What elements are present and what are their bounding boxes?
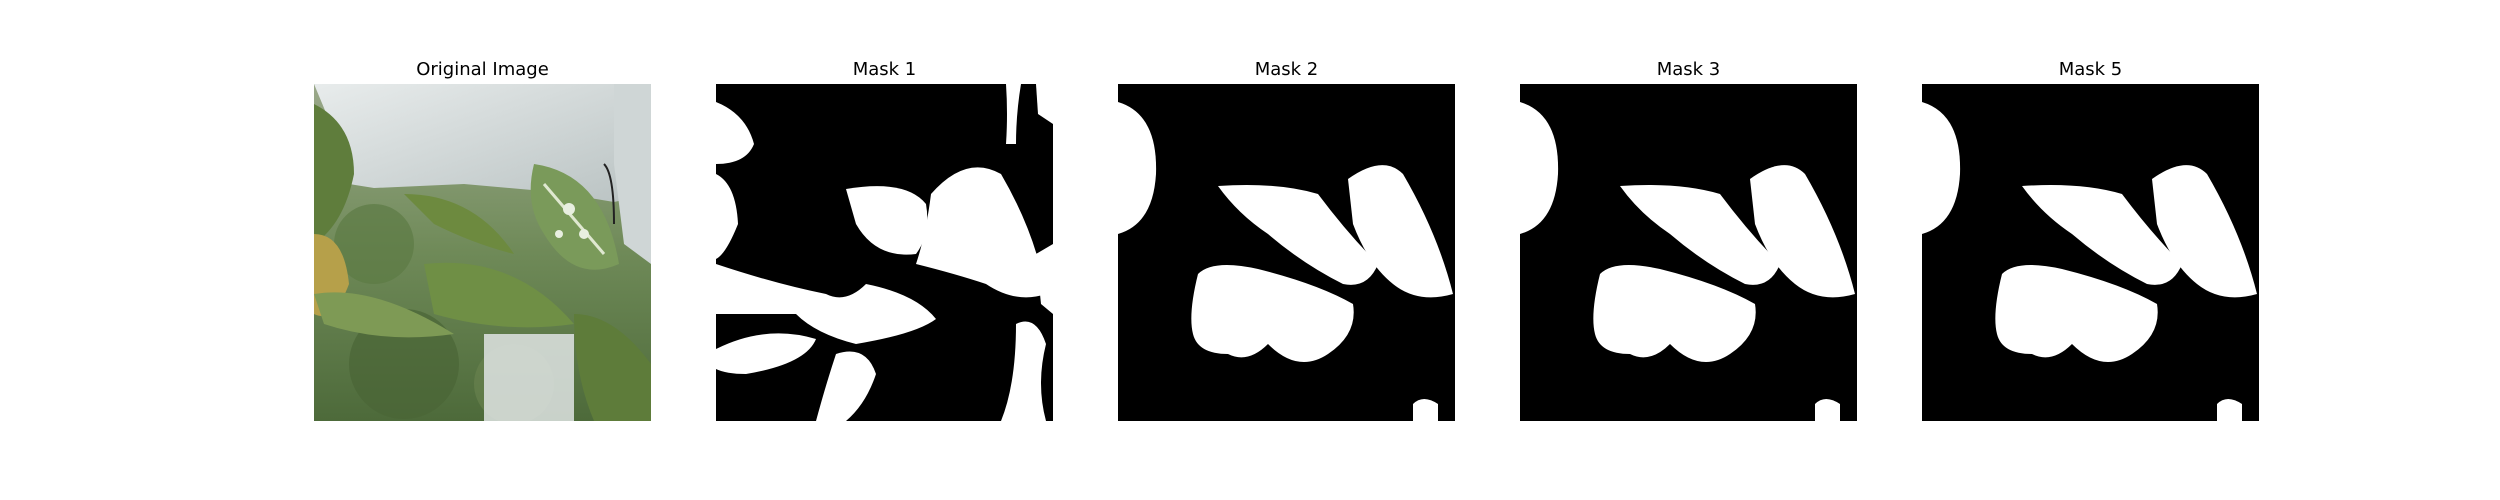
mask-3-image [1520,84,1857,421]
original-image [314,84,651,421]
panel-title: Mask 5 [2058,59,2123,80]
panel-title: Original Image [416,59,549,80]
panel-title: Mask 2 [1254,59,1319,80]
mask-1-image [716,84,1053,421]
panel-title: Mask 1 [852,59,917,80]
mask-5-image [1922,84,2259,421]
mask-2-image [1118,84,1455,421]
panel-title: Mask 3 [1656,59,1721,80]
